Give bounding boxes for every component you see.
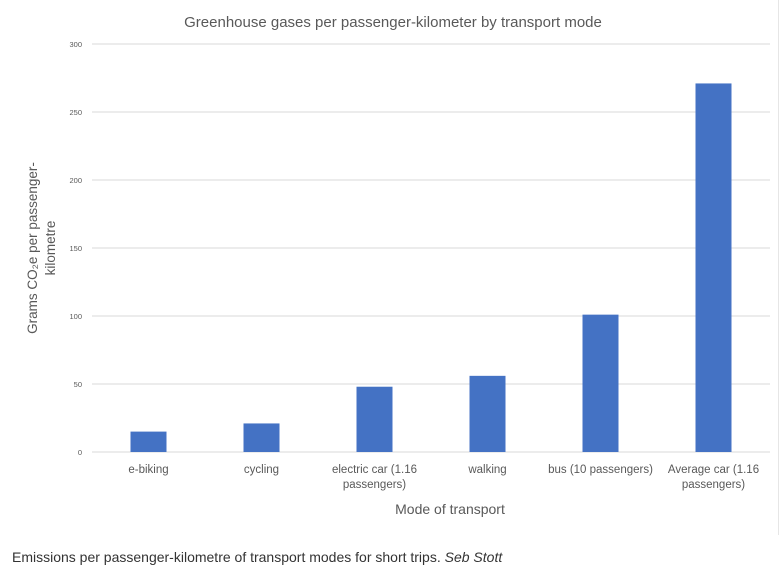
bar: [469, 375, 506, 452]
y-tick-label: 100: [69, 312, 82, 321]
chart-title: Greenhouse gases per passenger-kilometer…: [184, 14, 602, 31]
bar: [695, 83, 732, 452]
gridlines: [92, 43, 770, 453]
y-tick-label: 50: [74, 380, 82, 389]
y-axis-label: Grams CO₂e per passenger- kilometre: [25, 162, 58, 334]
bar: [130, 431, 167, 452]
x-tick-label: electric car (1.16 passengers): [332, 464, 417, 491]
bar: [582, 314, 619, 452]
bar: [243, 423, 280, 452]
x-tick-label: Average car (1.16 passengers): [668, 464, 759, 491]
y-tick-label: 200: [69, 176, 82, 185]
bar-chart: Greenhouse gases per passenger-kilometer…: [25, 14, 770, 517]
x-tick-label: cycling: [244, 464, 279, 476]
x-tick-label: e-biking: [128, 464, 168, 476]
x-axis-label: Mode of transport: [395, 501, 505, 517]
caption-text: Emissions per passenger-kilometre of tra…: [12, 549, 441, 565]
chart-container: Greenhouse gases per passenger-kilometer…: [8, 0, 779, 535]
y-tick-label: 150: [69, 244, 82, 253]
x-axis-ticks: e-biking cycling electric car (1.16 passeng…: [128, 464, 759, 491]
x-tick-label: bus (10 passengers): [548, 464, 653, 476]
svg-text:Grams CO₂e per passenger-: Grams CO₂e per passenger-: [25, 162, 40, 334]
bar: [356, 386, 393, 452]
caption-credit: Seb Stott: [444, 549, 503, 565]
svg-text:kilometre: kilometre: [43, 221, 58, 276]
y-tick-label: 250: [69, 108, 82, 117]
x-tick-label: walking: [467, 464, 506, 476]
y-axis-ticks: 0 50 100 150 200 250 300: [69, 40, 82, 457]
figure-caption: Emissions per passenger-kilometre of tra…: [12, 549, 502, 565]
y-tick-label: 0: [78, 448, 82, 457]
bars: [130, 83, 732, 452]
y-tick-label: 300: [69, 40, 82, 49]
